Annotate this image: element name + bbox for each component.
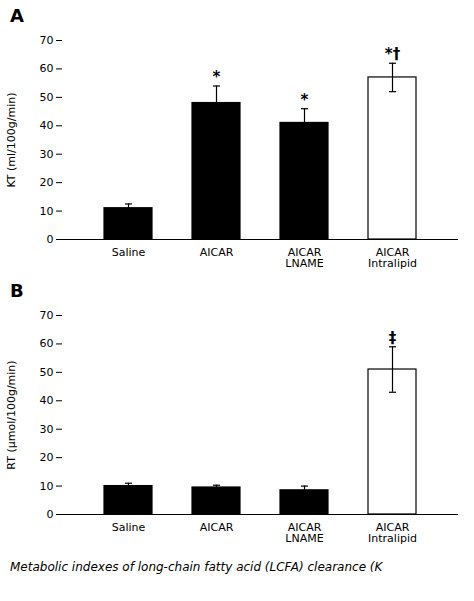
svg-text:20: 20 — [40, 451, 54, 464]
svg-text:50: 50 — [40, 91, 54, 104]
svg-text:AICARIntralipid: AICARIntralipid — [368, 521, 417, 545]
svg-text:RT (μmol/100g/min): RT (μmol/100g/min) — [5, 360, 18, 469]
html-text:A: A — [10, 5, 24, 26]
html-text:B: B — [10, 280, 24, 301]
svg-text:70: 70 — [40, 34, 54, 47]
svg-text:*†: *† — [385, 45, 401, 63]
svg-text:AICAR: AICAR — [200, 246, 234, 259]
svg-text:0: 0 — [47, 508, 54, 521]
svg-text:50: 50 — [40, 366, 54, 379]
svg-text:KT (ml/100g/min): KT (ml/100g/min) — [5, 92, 18, 187]
svg-text:40: 40 — [40, 119, 54, 132]
svg-text:*: * — [213, 68, 221, 86]
svg-text:AICARIntralipid: AICARIntralipid — [368, 246, 417, 270]
svg-text:AICARLNAME: AICARLNAME — [285, 521, 323, 545]
svg-text:AICAR: AICAR — [200, 521, 234, 534]
svg-text:30: 30 — [40, 148, 54, 161]
svg-text:Saline: Saline — [112, 246, 146, 259]
svg-text:AICARLNAME: AICARLNAME — [285, 246, 323, 270]
svg-text:10: 10 — [40, 205, 54, 218]
html-text:Metabolic indexes of long-chai: Metabolic indexes of long-chain fatty ac… — [10, 560, 383, 574]
svg-text:Saline: Saline — [112, 521, 146, 534]
svg-text:70: 70 — [40, 309, 54, 322]
svg-text:60: 60 — [40, 337, 54, 350]
svg-text:60: 60 — [40, 62, 54, 75]
svg-text:‡: ‡ — [389, 329, 397, 347]
svg-text:20: 20 — [40, 176, 54, 189]
svg-text:30: 30 — [40, 423, 54, 436]
svg-text:10: 10 — [40, 480, 54, 493]
svg-text:0: 0 — [47, 233, 54, 246]
svg-text:*: * — [301, 91, 309, 109]
svg-text:40: 40 — [40, 394, 54, 407]
